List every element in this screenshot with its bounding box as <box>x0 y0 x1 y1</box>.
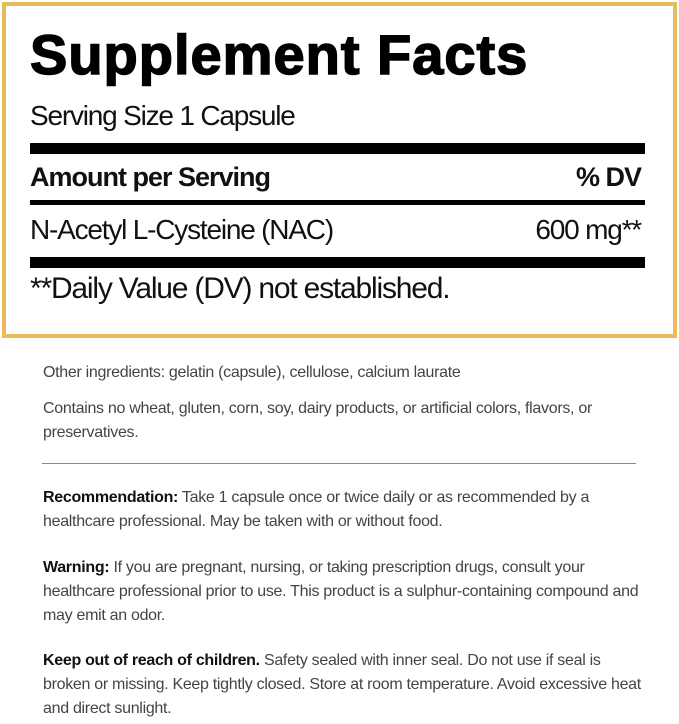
recommendation-label: Recommendation: <box>43 489 179 506</box>
storage-label: Keep out of reach of children. <box>43 652 260 669</box>
dv-header: % DV <box>575 162 642 192</box>
supplement-facts-panel <box>2 2 677 338</box>
recommendation: Recommendation: Take 1 capsule once or t… <box>43 486 643 534</box>
ingredient-name: N-Acetyl L-Cysteine (NAC) <box>30 214 334 245</box>
storage-text: Safety sealed with inner seal. Do not us… <box>43 652 641 717</box>
amount-header: Amount per Serving <box>30 162 271 192</box>
section-divider <box>42 463 636 464</box>
divider-thick <box>30 257 645 268</box>
warning-label: Warning: <box>43 559 110 576</box>
warning-text: If you are pregnant, nursing, or taking … <box>43 559 639 624</box>
warning: Warning: If you are pregnant, nursing, o… <box>43 556 643 628</box>
facts-title: Supplement Facts <box>29 22 529 87</box>
divider-thick <box>30 143 645 154</box>
ingredient-amount: 600 mg** <box>535 214 642 245</box>
storage: Keep out of reach of children. Safety se… <box>43 649 643 721</box>
divider-medium <box>30 200 645 205</box>
recommendation-text: Take 1 capsule once or twice daily or as… <box>43 489 590 530</box>
allergen-statement: Contains no wheat, gluten, corn, soy, da… <box>43 400 592 441</box>
other-ingredients: Other ingredients: gelatin (capsule), ce… <box>43 364 461 381</box>
serving-size: Serving Size 1 Capsule <box>30 100 296 131</box>
footnote: **Daily Value (DV) not established. <box>30 272 451 305</box>
